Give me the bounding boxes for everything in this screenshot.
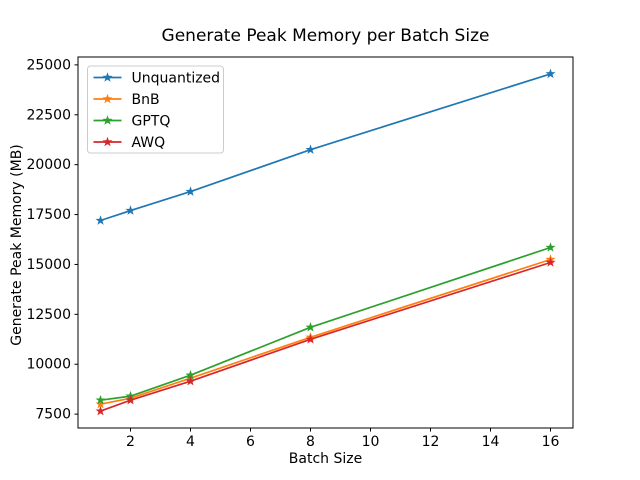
y-tick-label: 25000 — [26, 57, 71, 73]
data-point-star-icon — [545, 242, 556, 252]
legend-star-icon — [102, 93, 113, 104]
data-point-star-icon — [185, 369, 196, 380]
data-point-star-icon — [545, 68, 556, 79]
y-tick-label: 10000 — [26, 357, 71, 373]
x-tick-label: 8 — [306, 434, 315, 450]
x-axis-label: Batch Size — [288, 451, 363, 467]
x-tick-label: 10 — [362, 434, 380, 450]
legend-label-awq: AWQ — [132, 135, 166, 151]
data-point-star-icon — [305, 333, 316, 344]
chart-title: Generate Peak Memory per Batch Size — [161, 26, 490, 46]
legend-label-gptq: GPTQ — [132, 114, 171, 130]
data-point-star-icon — [95, 398, 106, 409]
data-point-star-icon — [95, 405, 106, 416]
legend-label-unquantized: Unquantized — [132, 71, 221, 87]
series-line-gptq — [100, 246, 551, 402]
data-point-star-icon — [95, 215, 106, 225]
data-point-star-icon — [125, 205, 136, 215]
y-tick-label: 20000 — [26, 157, 71, 173]
legend-box — [87, 65, 224, 154]
data-point-star-icon — [545, 257, 556, 267]
x-tick-label: 4 — [186, 434, 195, 450]
data-point-star-icon — [125, 394, 136, 405]
y-axis-label-text: Generate Peak Memory (MB) — [9, 144, 25, 346]
legend-star-icon — [102, 72, 113, 82]
x-tick-label: 14 — [482, 434, 500, 450]
data-point-star-icon — [185, 186, 196, 196]
data-point-star-icon — [305, 322, 316, 332]
data-point-star-icon — [185, 375, 196, 386]
x-tick-label: 6 — [246, 434, 255, 450]
y-tick-label: 12500 — [26, 307, 71, 323]
data-point-star-icon — [95, 394, 106, 405]
y-tick-label: 22500 — [26, 107, 71, 123]
y-tick-label: 17500 — [26, 207, 71, 223]
x-tick-label: 16 — [542, 434, 560, 450]
legend-star-icon — [102, 115, 113, 125]
axes-spines — [77, 56, 574, 429]
y-tick-label: 15000 — [26, 257, 71, 273]
x-tick-label: 2 — [126, 434, 135, 450]
series-line-awq — [100, 261, 551, 412]
y-tick-label: 7500 — [35, 407, 71, 423]
legend-star-icon — [102, 136, 113, 147]
data-point-star-icon — [305, 144, 316, 154]
x-tick-label: 12 — [422, 434, 440, 450]
legend-label-bnb: BnB — [132, 92, 160, 108]
